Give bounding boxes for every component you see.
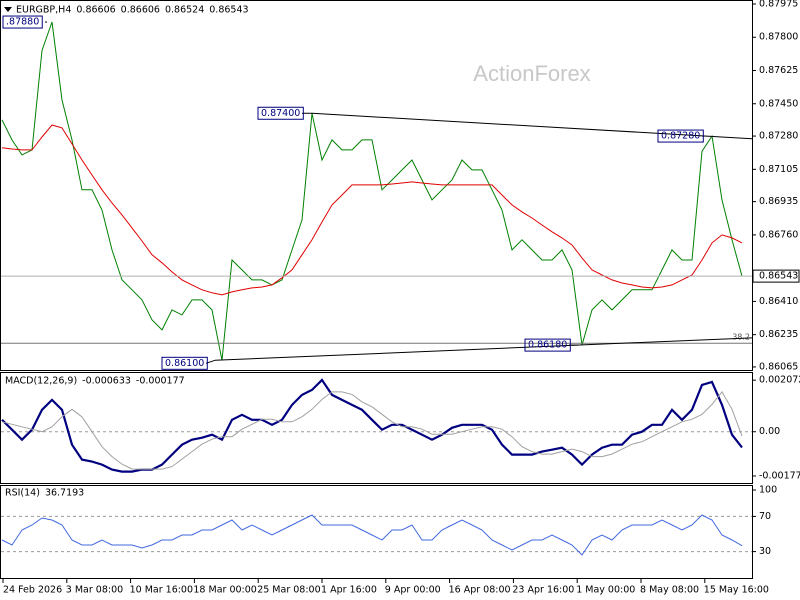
y-tick-label: 0.87800 (759, 32, 798, 43)
watermark: ActionForex (473, 61, 590, 86)
trendline (214, 337, 753, 361)
x-tick-label: 15 May 16:00 (704, 585, 769, 596)
y-tick-label: 0.87450 (759, 98, 798, 109)
header-text: MACD(12,26,9) (5, 376, 77, 387)
y-tick-label: 0.87625 (759, 65, 798, 76)
x-tick-label: 3 Mar 08:00 (66, 585, 123, 596)
y-tick-label: 70 (759, 511, 771, 522)
annotation-box (161, 356, 208, 370)
x-tick-label: 9 Apr 00:00 (385, 585, 441, 596)
header-text: -0.000633 (82, 376, 131, 387)
header-text: 0.86606 (121, 5, 160, 16)
header-text: -0.000177 (136, 376, 185, 387)
annotation-box (524, 338, 571, 352)
series-line (1, 378, 743, 473)
y-tick-label: 100 (759, 485, 777, 496)
annotation-label: 0.86100 (165, 358, 204, 369)
series-line (1, 21, 743, 361)
rsi-pane (0, 485, 753, 579)
menu-arrow (4, 7, 12, 12)
y-tick-label: 0.00 (759, 426, 780, 437)
y-tick-label: 0.87975 (759, 0, 798, 9)
y-tick-label: 0.002072 (759, 375, 800, 386)
y-tick-label: 30 (759, 546, 771, 557)
header-text: 36.7193 (45, 488, 84, 499)
header-text: 0.86543 (209, 5, 248, 16)
x-tick-label: 23 Apr 16:00 (512, 585, 574, 596)
y-tick-label: 0.87105 (759, 164, 798, 175)
trendline (311, 112, 753, 140)
current-price-label: 0.86543 (759, 271, 798, 282)
annotation-label: 0.86180 (528, 340, 567, 351)
y-tick-label: 0.87280 (759, 131, 798, 142)
annotation-label: 0.87280 (661, 131, 700, 142)
header-text: 0.86524 (165, 5, 204, 16)
header-text: EURGBP,H4 (16, 5, 71, 16)
y-tick-label: 0.86065 (759, 361, 798, 372)
y-tick-label: -0.001778 (759, 470, 800, 481)
annotation-box (2, 15, 43, 29)
series-line (1, 514, 743, 556)
y-tick-label: 0.86760 (759, 229, 798, 240)
x-tick-label: 1 May 00:00 (576, 585, 635, 596)
annotation-box (257, 106, 304, 120)
annotation-label: 0.87400 (261, 108, 300, 119)
annotation-box (657, 129, 704, 143)
price-pane (0, 0, 753, 371)
series-line (1, 124, 743, 296)
annotation-label: .87880 (6, 17, 39, 28)
header-text: 0.86606 (76, 5, 115, 16)
x-tick-label: 16 Apr 08:00 (449, 585, 511, 596)
y-tick-label: 0.86410 (759, 296, 798, 307)
x-tick-label: 24 Feb 2026 (3, 585, 62, 596)
x-tick-label: 18 Mar 00:00 (193, 585, 256, 596)
x-tick-label: 25 Mar 08:00 (257, 585, 320, 596)
x-tick-label: 1 Apr 16:00 (321, 585, 377, 596)
x-tick-label: 10 Mar 16:00 (130, 585, 193, 596)
x-tick-label: 8 May 08:00 (640, 585, 699, 596)
current-price-box (752, 269, 800, 283)
series-line (1, 391, 743, 470)
fib-label: 38.2 (732, 333, 750, 342)
y-tick-label: 0.86935 (759, 196, 798, 207)
header-text: RSI(14) (5, 488, 40, 499)
macd-pane (0, 372, 753, 484)
y-tick-label: 0.86235 (759, 329, 798, 340)
